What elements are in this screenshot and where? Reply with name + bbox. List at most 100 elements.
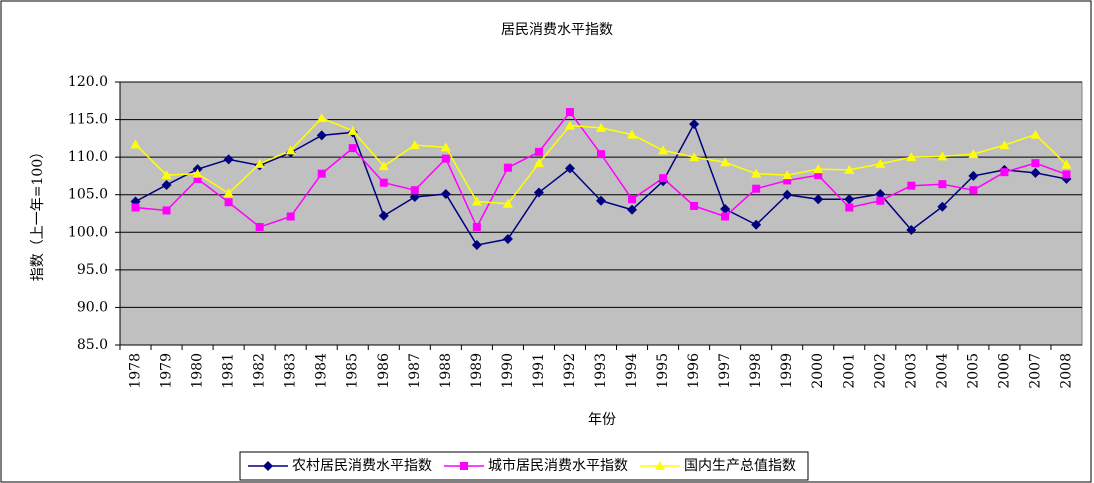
- marker: [223, 154, 234, 165]
- marker: [814, 171, 823, 180]
- marker: [628, 195, 637, 204]
- marker: [285, 145, 296, 155]
- x-tick-label: 1988: [438, 353, 454, 389]
- marker: [1030, 129, 1041, 139]
- marker: [409, 191, 420, 202]
- x-tick-label: 1999: [779, 353, 795, 389]
- marker: [968, 149, 979, 159]
- marker: [906, 225, 917, 236]
- marker: [906, 152, 917, 162]
- marker: [690, 201, 699, 210]
- marker: [938, 180, 947, 189]
- marker: [720, 157, 731, 167]
- marker: [533, 187, 544, 198]
- marker: [255, 223, 264, 232]
- marker: [441, 154, 450, 163]
- legend-label: 城市居民消费水平指数: [488, 457, 628, 474]
- x-tick-label: 1987: [407, 353, 423, 389]
- x-tick-label: 1993: [593, 353, 609, 389]
- marker: [471, 240, 482, 251]
- marker: [751, 219, 762, 230]
- marker: [502, 198, 513, 208]
- marker: [937, 151, 948, 161]
- marker: [162, 206, 171, 215]
- marker: [1062, 170, 1071, 179]
- marker: [720, 203, 731, 214]
- marker: [316, 130, 327, 141]
- marker: [192, 168, 203, 178]
- marker: [378, 161, 389, 171]
- x-tick-label: 1978: [128, 353, 144, 389]
- marker: [752, 184, 761, 193]
- marker: [564, 120, 575, 130]
- y-tick-label: 90.0: [77, 299, 108, 315]
- marker: [379, 178, 388, 187]
- marker: [782, 189, 793, 200]
- x-tick-label: 1981: [221, 353, 237, 389]
- marker: [131, 203, 140, 212]
- x-tick-label: 2006: [996, 353, 1012, 389]
- x-tick-label: 1979: [159, 353, 175, 389]
- x-tick-label: 1990: [500, 353, 516, 389]
- marker: [471, 196, 482, 206]
- x-tick-label: 1996: [686, 353, 702, 389]
- marker: [440, 188, 451, 199]
- marker: [534, 147, 543, 156]
- legend-box: [239, 451, 809, 481]
- marker: [596, 195, 606, 206]
- x-tick-label: 1982: [252, 353, 268, 389]
- plot-area: [119, 81, 1083, 346]
- x-axis-label: 年份: [588, 412, 616, 428]
- y-tick-label: 115.0: [68, 112, 108, 128]
- marker: [845, 203, 854, 212]
- marker: [254, 158, 265, 168]
- x-tick-label: 2003: [903, 353, 919, 389]
- marker: [844, 164, 855, 174]
- marker: [689, 119, 700, 130]
- marker: [813, 164, 824, 174]
- x-tick-label: 1992: [562, 353, 578, 389]
- marker: [347, 125, 358, 135]
- marker: [564, 163, 575, 174]
- x-tick-label: 1985: [345, 353, 361, 389]
- marker: [460, 462, 468, 470]
- marker: [503, 163, 512, 172]
- marker: [409, 140, 420, 150]
- x-tick-label: 1997: [717, 353, 733, 389]
- marker: [875, 188, 886, 199]
- marker: [161, 179, 172, 190]
- marker: [410, 186, 419, 195]
- x-tick-label: 2007: [1027, 353, 1043, 389]
- marker: [565, 108, 574, 117]
- y-tick-label: 105.0: [68, 187, 108, 203]
- x-tick-label: 1983: [283, 353, 299, 389]
- marker: [317, 169, 326, 178]
- marker: [659, 174, 668, 183]
- y-tick-label: 100.0: [68, 224, 108, 240]
- chart-title: 居民消费水平指数: [501, 22, 613, 38]
- marker: [658, 145, 669, 155]
- marker: [224, 198, 233, 207]
- legend-label: 国内生产总值指数: [684, 458, 796, 474]
- marker: [1031, 159, 1040, 168]
- y-tick-label: 95.0: [77, 262, 108, 278]
- x-tick-label: 1995: [655, 353, 671, 389]
- marker: [937, 201, 948, 212]
- marker: [782, 170, 793, 180]
- y-tick-label: 85.0: [77, 337, 108, 353]
- marker: [1000, 168, 1009, 177]
- marker: [813, 194, 824, 205]
- legend: 农村居民消费水平指数 城市居民消费水平指数 国内生产总值指数: [239, 451, 809, 481]
- marker: [751, 168, 762, 178]
- x-tick-label: 1994: [624, 353, 640, 389]
- marker: [597, 150, 605, 159]
- x-tick-label: 2000: [810, 353, 826, 389]
- marker: [502, 234, 513, 245]
- marker: [263, 461, 273, 471]
- marker: [286, 212, 295, 221]
- marker: [161, 170, 172, 180]
- marker: [907, 181, 916, 190]
- x-tick-label: 1989: [469, 353, 485, 389]
- marker: [689, 152, 700, 162]
